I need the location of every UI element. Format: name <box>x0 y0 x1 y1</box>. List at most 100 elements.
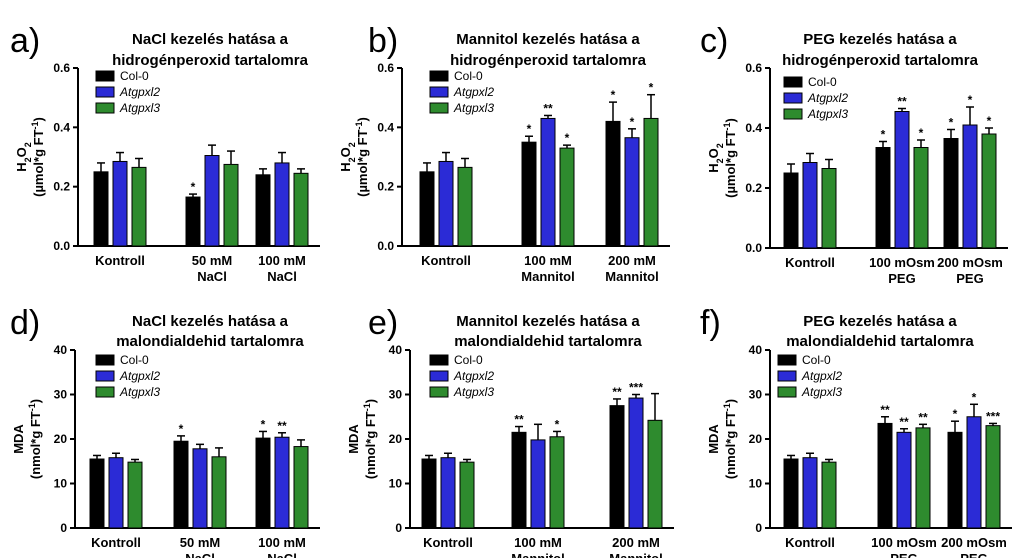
bar-atgpxl2 <box>530 439 546 529</box>
y-tick-label: 0.2 <box>377 180 394 194</box>
y-tick-label: 0.0 <box>377 239 394 253</box>
panel-letter: c) <box>700 22 728 60</box>
legend-label: Atgpxl2 <box>453 369 494 383</box>
y-tick-label: 0.2 <box>53 180 70 194</box>
y-axis-unit: (µmol*g FT-1) <box>722 118 738 198</box>
chart-title: NaCl kezelés hatása a <box>132 31 289 48</box>
bar-col-0 <box>783 458 799 529</box>
significance-mark: * <box>987 114 992 128</box>
x-category-label: Mannitol <box>609 551 662 558</box>
y-tick-label: 0.6 <box>53 61 70 75</box>
y-tick-label: 0 <box>755 521 762 535</box>
bar-atgpxl3 <box>647 419 663 529</box>
y-tick-label: 20 <box>54 432 68 446</box>
significance-mark: *** <box>986 409 1000 423</box>
bar-col-0 <box>419 171 435 247</box>
significance-mark: * <box>611 88 616 102</box>
x-category-label: 200 mOsm <box>941 535 1007 550</box>
legend-label: Atgpxl3 <box>119 101 160 115</box>
bar-col-0 <box>173 440 189 529</box>
significance-mark: ** <box>880 403 890 417</box>
y-tick-label: 0.4 <box>53 120 70 134</box>
legend-label: Col-0 <box>802 353 831 367</box>
legend-swatch <box>783 92 803 104</box>
bar-atgpxl3 <box>915 427 931 529</box>
bar-col-0 <box>521 141 537 247</box>
bar-atgpxl3 <box>457 166 473 247</box>
legend-swatch <box>429 370 449 382</box>
bar-col-0 <box>185 196 201 247</box>
x-category-label: 50 mM <box>180 535 220 550</box>
significance-mark: * <box>565 131 570 145</box>
chart-panel-1: a) NaCl kezelés hatása a hidrogénperoxid t… <box>10 22 320 284</box>
legend-swatch <box>429 70 449 82</box>
panel-letter: a) <box>10 22 40 60</box>
x-category-label: 100 mM <box>258 253 306 268</box>
significance-mark: ** <box>918 410 928 424</box>
significance-mark: * <box>555 417 560 431</box>
bar-atgpxl3 <box>293 172 309 247</box>
significance-mark: * <box>972 390 977 404</box>
legend-swatch <box>429 86 449 98</box>
bar-col-0 <box>947 431 963 529</box>
x-category-label: NaCl <box>267 269 297 284</box>
x-category-label: 100 mM <box>258 535 306 550</box>
x-category-label: PEG <box>956 271 983 286</box>
y-tick-label: 0 <box>60 521 67 535</box>
x-category-label: Kontroll <box>421 253 471 268</box>
x-category-label: PEG <box>960 551 987 558</box>
panel-letter: d) <box>10 304 40 342</box>
chart-title: PEG kezelés hatása a <box>803 313 957 330</box>
y-tick-label: 0 <box>395 521 402 535</box>
x-category-label: Kontroll <box>95 253 145 268</box>
bar-col-0 <box>421 458 437 529</box>
x-category-label: 100 mM <box>524 253 572 268</box>
significance-mark: * <box>179 422 184 436</box>
y-tick-label: 30 <box>54 388 68 402</box>
bar-col-0 <box>511 431 527 529</box>
significance-mark: * <box>191 180 196 194</box>
chart-title: hidrogénperoxid tartalomra <box>782 52 979 69</box>
bar-atgpxl2 <box>896 431 912 529</box>
significance-mark: * <box>261 417 266 431</box>
legend-label: Col-0 <box>454 69 483 83</box>
chart-title: hidrogénperoxid tartalomra <box>112 52 309 69</box>
legend-swatch <box>429 102 449 114</box>
legend-label: Atgpxl3 <box>807 107 848 121</box>
chart-panel-4: d) NaCl kezelés hatása a malondialdehid ta… <box>10 304 320 558</box>
y-axis-label: MDA <box>11 424 26 454</box>
significance-mark: ** <box>543 101 553 115</box>
bar-col-0 <box>875 147 891 249</box>
legend-swatch <box>95 86 115 98</box>
significance-mark: * <box>919 126 924 140</box>
bar-col-0 <box>609 405 625 529</box>
significance-mark: ** <box>899 415 909 429</box>
bar-atgpxl2 <box>204 155 220 247</box>
bar-atgpxl3 <box>131 166 147 247</box>
y-axis-label: H2O2 <box>338 142 357 172</box>
y-tick-label: 30 <box>749 388 763 402</box>
significance-mark: *** <box>629 381 643 395</box>
y-tick-label: 40 <box>54 343 68 357</box>
legend-swatch <box>783 76 803 88</box>
y-tick-label: 20 <box>749 432 763 446</box>
bar-atgpxl2 <box>274 162 290 247</box>
legend-swatch <box>95 354 115 366</box>
legend-swatch <box>777 354 797 366</box>
x-category-label: 200 mOsm <box>937 255 1003 270</box>
chart-title: Mannitol kezelés hatása a <box>456 313 640 330</box>
bar-atgpxl3 <box>821 168 837 249</box>
bar-atgpxl3 <box>913 147 929 249</box>
legend-label: Col-0 <box>454 353 483 367</box>
legend-swatch <box>429 354 449 366</box>
y-axis-label: MDA <box>706 424 721 454</box>
x-category-label: 100 mOsm <box>871 535 937 550</box>
bar-atgpxl2 <box>966 416 982 529</box>
panel-letter: b) <box>368 22 398 60</box>
significance-mark: * <box>968 93 973 107</box>
bar-atgpxl3 <box>459 461 475 529</box>
bar-atgpxl2 <box>108 457 124 529</box>
x-category-label: 100 mM <box>514 535 562 550</box>
y-tick-label: 10 <box>389 477 403 491</box>
bar-atgpxl3 <box>643 117 659 247</box>
